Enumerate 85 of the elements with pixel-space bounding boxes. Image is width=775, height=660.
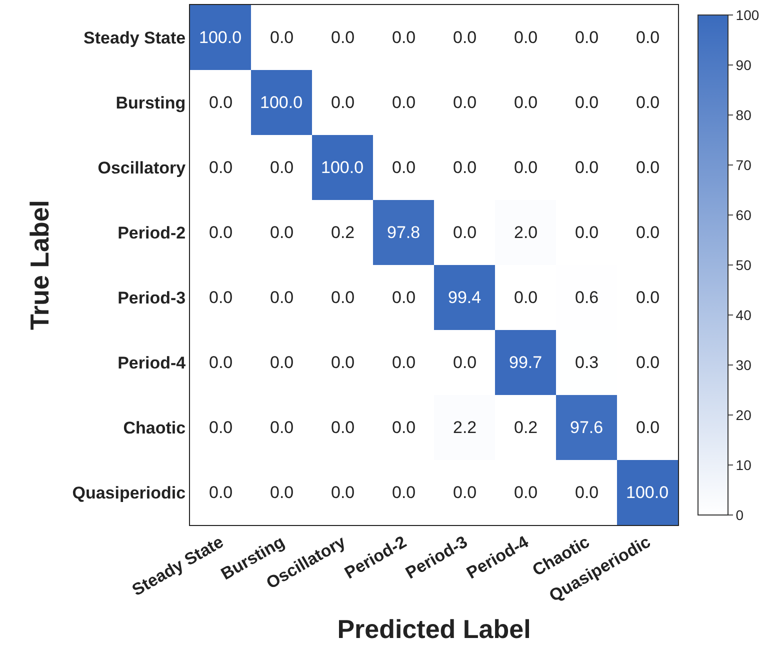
data-label: 0.0 xyxy=(209,353,233,372)
data-label: 0.0 xyxy=(453,93,477,112)
color-bar-label: 30 xyxy=(736,356,752,373)
data-label: 0.0 xyxy=(331,483,355,502)
data-label: 0.0 xyxy=(270,28,294,47)
color-bar-label: 90 xyxy=(736,56,752,73)
y-tick-label: Bursting xyxy=(116,93,186,112)
data-label: 0.0 xyxy=(270,483,294,502)
y-tick-label: Steady State xyxy=(84,28,186,48)
color-bar-label: 100 xyxy=(736,6,760,23)
y-axis-title: True Label xyxy=(24,200,55,330)
data-label: 0.0 xyxy=(514,93,538,112)
data-label: 100.0 xyxy=(321,158,364,177)
data-label: 0.0 xyxy=(575,483,599,502)
data-label: 0.0 xyxy=(575,223,599,242)
data-label: 100.0 xyxy=(260,93,303,112)
data-label: 0.0 xyxy=(270,288,294,307)
data-label: 0.0 xyxy=(392,93,416,112)
data-label: 2.0 xyxy=(514,223,538,242)
y-tick-label: Quasiperiodic xyxy=(72,483,186,502)
data-label: 0.0 xyxy=(392,483,416,502)
data-label: 0.0 xyxy=(575,28,599,47)
data-label: 0.0 xyxy=(331,28,355,47)
data-label: 0.0 xyxy=(636,93,660,112)
data-label: 0.0 xyxy=(453,483,477,502)
data-label: 0.0 xyxy=(636,223,660,242)
data-label: 0.0 xyxy=(514,483,538,502)
color-bar-label: 10 xyxy=(736,456,752,473)
data-label: 0.0 xyxy=(636,158,660,177)
color-bar-label: 40 xyxy=(736,306,752,323)
data-label: 0.0 xyxy=(209,93,233,112)
data-label: 0.0 xyxy=(575,158,599,177)
data-label: 0.0 xyxy=(392,28,416,47)
y-tick-label: Period-3 xyxy=(118,288,186,308)
data-label: 0.2 xyxy=(331,223,355,242)
data-label: 0.0 xyxy=(270,418,294,437)
color-bar-label: 60 xyxy=(736,206,752,223)
data-label: 0.0 xyxy=(453,28,477,47)
data-label: 97.6 xyxy=(570,418,604,437)
data-label: 0.0 xyxy=(514,158,538,177)
data-label: 0.0 xyxy=(331,418,355,437)
data-label: 0.0 xyxy=(453,223,477,242)
y-tick-label: Period-2 xyxy=(118,223,186,242)
data-label: 0.0 xyxy=(575,93,599,112)
data-label: 0.0 xyxy=(636,418,660,437)
data-label: 2.2 xyxy=(453,418,477,437)
data-label: 0.0 xyxy=(392,418,416,437)
data-label: 0.0 xyxy=(209,288,233,307)
data-label: 99.7 xyxy=(509,353,542,372)
data-label: 97.8 xyxy=(387,223,420,242)
data-label: 0.6 xyxy=(575,288,599,307)
data-label: 0.0 xyxy=(392,288,416,307)
color-bar-label: 50 xyxy=(736,256,752,273)
data-label: 0.0 xyxy=(331,353,355,372)
y-tick-label: Oscillatory xyxy=(98,158,186,178)
data-label: 0.3 xyxy=(575,353,599,372)
data-label: 0.0 xyxy=(209,483,233,502)
data-label: 100.0 xyxy=(626,483,669,502)
data-label: 0.0 xyxy=(453,353,477,372)
data-label: 0.0 xyxy=(514,288,538,307)
y-tick-label: Chaotic xyxy=(123,418,186,438)
data-label: 0.0 xyxy=(209,223,233,242)
data-label: 0.0 xyxy=(636,28,660,47)
data-label: 0.0 xyxy=(331,288,355,307)
data-label: 0.0 xyxy=(636,353,660,372)
data-label: 100.0 xyxy=(199,28,242,47)
data-label: 0.0 xyxy=(209,418,233,437)
color-bar-label: 20 xyxy=(736,406,752,423)
data-label: 0.0 xyxy=(270,223,294,242)
data-label: 0.0 xyxy=(453,158,477,177)
data-label: 99.4 xyxy=(448,288,482,307)
data-label: 0.0 xyxy=(636,288,660,307)
data-label: 0.0 xyxy=(270,353,294,372)
data-label: 0.0 xyxy=(209,158,233,177)
color-bar-label: 70 xyxy=(736,156,752,173)
color-bar-label: 0 xyxy=(736,506,744,523)
data-label: 0.2 xyxy=(514,418,538,437)
data-label: 0.0 xyxy=(514,28,538,47)
x-axis-title: Predicted Label xyxy=(337,614,531,644)
data-label: 0.0 xyxy=(392,158,416,177)
data-label: 0.0 xyxy=(270,158,294,177)
color-bar-label: 80 xyxy=(736,106,752,123)
data-label: 0.0 xyxy=(392,353,416,372)
y-tick-label: Period-4 xyxy=(118,353,186,372)
data-label: 0.0 xyxy=(331,93,355,112)
